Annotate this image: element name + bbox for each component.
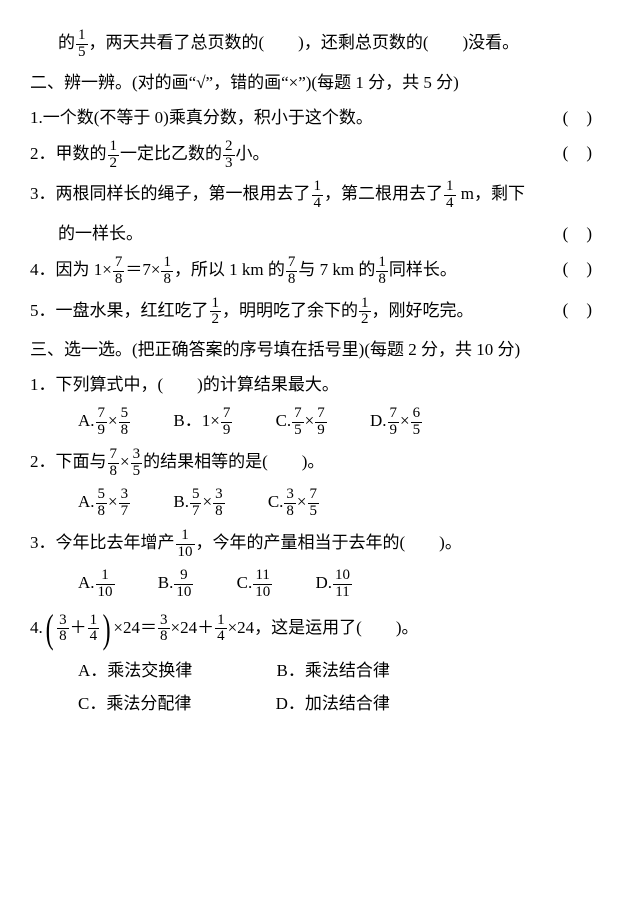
- text: 3．今年比去年增产: [30, 533, 175, 552]
- fraction: 78: [113, 255, 125, 288]
- q3-2-options: A.58×37 B.57×38 C.38×75: [30, 487, 610, 520]
- q3-2: 2．下面与78×35的结果相等的是( )。: [30, 447, 610, 480]
- option-d[interactable]: D.79×65: [370, 406, 423, 439]
- text: ×24＋: [171, 618, 215, 637]
- fraction: 18: [376, 255, 388, 288]
- bracket-right-icon: ): [103, 609, 111, 649]
- fraction: 38: [158, 613, 170, 646]
- text: ，刚好吃完。: [372, 301, 474, 320]
- fraction: 12: [210, 296, 222, 329]
- option-a[interactable]: A．乘法交换律: [78, 657, 192, 684]
- text: ×24＝: [113, 618, 157, 637]
- q2-3-line2: 的一样长。 (): [30, 220, 610, 247]
- text: 小。: [236, 144, 270, 163]
- text: ＝7×: [125, 260, 160, 279]
- option-a[interactable]: A.79×58: [78, 406, 131, 439]
- option-b[interactable]: B．乘法结合律: [277, 657, 390, 684]
- text: ，所以 1 km 的: [174, 260, 285, 279]
- intro-line: 的15，两天共看了总页数的( )，还剩总页数的( )没看。: [30, 28, 610, 61]
- text: 3．两根同样长的绳子，第一根用去了: [30, 185, 311, 204]
- text: 1.一个数(不等于 0)乘真分数，积小于这个数。: [30, 108, 373, 127]
- option-b[interactable]: B.910: [158, 568, 195, 601]
- fraction: 12: [359, 296, 371, 329]
- q2-5: 5．一盘水果，红红吃了12，明明吃了余下的12，刚好吃完。 (): [30, 296, 610, 329]
- blank-paren[interactable]: (): [563, 104, 610, 131]
- text: m，剩下: [457, 185, 525, 204]
- fraction: 78: [286, 255, 298, 288]
- text: ，两天共看了总页数的( )，还剩总页数的( )没看。: [89, 33, 520, 52]
- text: ×24，这是运用了( )。: [228, 618, 419, 637]
- blank-paren[interactable]: (): [563, 220, 610, 247]
- q2-1: 1.一个数(不等于 0)乘真分数，积小于这个数。 (): [30, 104, 610, 131]
- fraction: 15: [76, 28, 88, 61]
- option-b[interactable]: B．1×79: [173, 406, 233, 439]
- text: 2．甲数的: [30, 144, 107, 163]
- fraction: 35: [131, 447, 143, 480]
- text: 5．一盘水果，红红吃了: [30, 301, 209, 320]
- section-3-title: 三、选一选。(把正确答案的序号填在括号里)(每题 2 分，共 10 分): [30, 336, 610, 363]
- text: 的: [58, 33, 75, 52]
- fraction: 12: [108, 139, 120, 172]
- fraction: 14: [215, 613, 227, 646]
- option-c[interactable]: C．乘法分配律: [78, 690, 191, 717]
- text: 2．下面与: [30, 452, 107, 471]
- fraction: 14: [312, 179, 324, 212]
- text: ，第二根用去了: [324, 185, 443, 204]
- text: 4．因为 1×: [30, 260, 112, 279]
- q3-3-options: A.110 B.910 C.1110 D.1011: [30, 568, 610, 601]
- text: ，今年的产量相当于去年的( )。: [196, 533, 462, 552]
- fraction: 78: [108, 447, 120, 480]
- text: ×: [120, 452, 130, 471]
- fraction: 110: [176, 528, 195, 561]
- bracket-left-icon: (: [45, 609, 53, 649]
- option-c[interactable]: C.1110: [237, 568, 274, 601]
- text: ＋: [70, 618, 87, 637]
- text: 的结果相等的是( )。: [143, 452, 324, 471]
- option-d[interactable]: D.1011: [315, 568, 353, 601]
- q2-3-line1: 3．两根同样长的绳子，第一根用去了14，第二根用去了14 m，剩下: [30, 179, 610, 212]
- q3-4-options-row2: C．乘法分配律 D．加法结合律: [30, 690, 610, 717]
- fraction: 38: [57, 613, 69, 646]
- text: 与 7 km 的: [298, 260, 375, 279]
- text: 一定比乙数的: [120, 144, 222, 163]
- text: 4.: [30, 618, 43, 637]
- text: 的一样长。: [58, 224, 143, 243]
- q2-4: 4．因为 1×78＝7×18，所以 1 km 的78与 7 km 的18同样长。…: [30, 255, 610, 288]
- fraction: 23: [223, 139, 235, 172]
- section-2-title: 二、辨一辨。(对的画“√”，错的画“×”)(每题 1 分，共 5 分): [30, 69, 610, 96]
- blank-paren[interactable]: (): [563, 296, 610, 323]
- option-c[interactable]: C.75×79: [276, 406, 328, 439]
- option-c[interactable]: C.38×75: [268, 487, 320, 520]
- q2-2: 2．甲数的12一定比乙数的23小。 (): [30, 139, 610, 172]
- text: ，明明吃了余下的: [222, 301, 358, 320]
- option-d[interactable]: D．加法结合律: [276, 690, 390, 717]
- fraction: 14: [444, 179, 456, 212]
- q3-4-options-row1: A．乘法交换律 B．乘法结合律: [30, 657, 610, 684]
- option-b[interactable]: B.57×38: [173, 487, 225, 520]
- fraction: 14: [88, 613, 100, 646]
- blank-paren[interactable]: (): [563, 139, 610, 166]
- text: 同样长。: [389, 260, 457, 279]
- option-a[interactable]: A.110: [78, 568, 116, 601]
- q3-1: 1．下列算式中，( )的计算结果最大。: [30, 371, 610, 398]
- q3-3: 3．今年比去年增产110，今年的产量相当于去年的( )。: [30, 528, 610, 561]
- blank-paren[interactable]: (): [563, 255, 610, 282]
- option-a[interactable]: A.58×37: [78, 487, 131, 520]
- q3-1-options: A.79×58 B．1×79 C.75×79 D.79×65: [30, 406, 610, 439]
- fraction: 18: [161, 255, 173, 288]
- q3-4: 4.(38＋14)×24＝38×24＋14×24，这是运用了( )。: [30, 609, 610, 649]
